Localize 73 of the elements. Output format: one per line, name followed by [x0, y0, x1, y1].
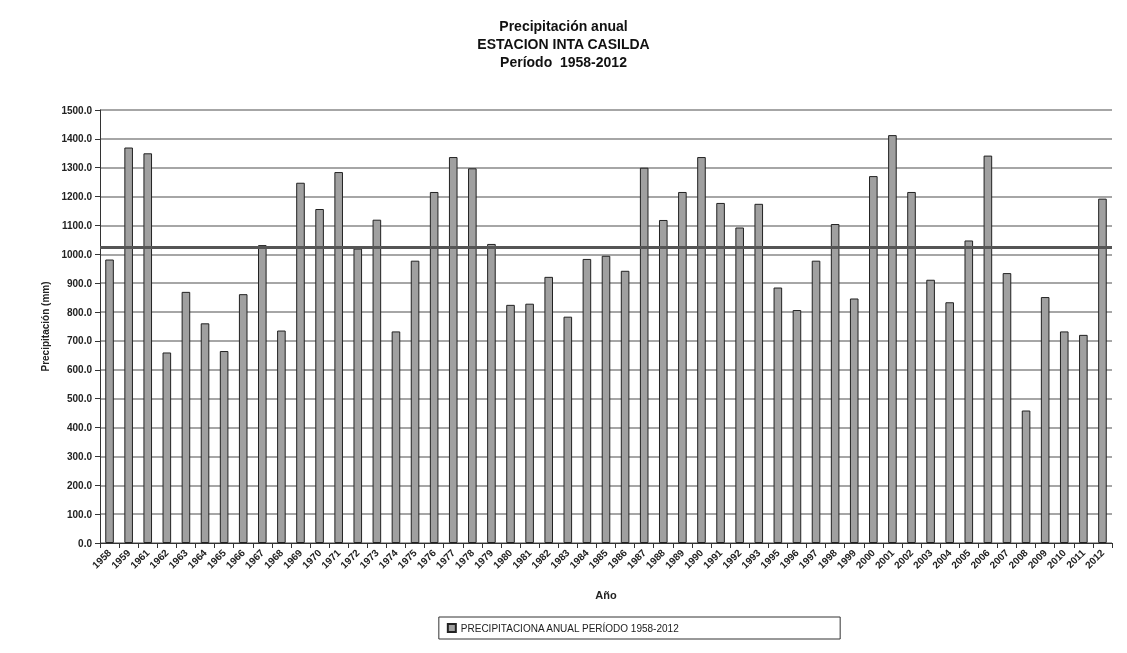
bar — [563, 316, 573, 543]
y-tick-label: 800.0 — [66, 306, 93, 318]
bar — [372, 219, 382, 543]
bar — [945, 302, 954, 543]
bar — [448, 157, 458, 543]
bar — [315, 209, 324, 543]
chart-title: Precipitación anual ESTACION INTA CASILDA Período 1958-2012 — [477, 18, 650, 70]
bar — [582, 258, 592, 543]
bar — [620, 270, 630, 543]
bar — [678, 191, 687, 543]
y-tick-label: 700.0 — [66, 335, 93, 347]
bar — [716, 202, 725, 543]
bar — [200, 323, 210, 543]
bar — [468, 168, 477, 543]
bar — [238, 294, 248, 543]
bar — [601, 255, 611, 543]
bar — [1059, 331, 1069, 543]
bar — [1021, 410, 1031, 543]
bar — [658, 219, 668, 543]
y-tick-label: 1500.0 — [61, 104, 93, 116]
x-axis-title: Año — [595, 588, 617, 601]
bar — [735, 227, 744, 543]
bar — [907, 191, 916, 543]
y-tick-label: 300.0 — [66, 450, 93, 462]
bar — [353, 248, 363, 543]
bar — [926, 279, 935, 543]
y-tick-label: 1300.0 — [61, 162, 93, 174]
bar — [830, 224, 840, 543]
legend-label: PRECIPITACIONA ANUAL PERÍODO 1958-2012 — [460, 621, 680, 634]
bar — [105, 259, 114, 543]
bar — [869, 176, 878, 543]
bar — [143, 153, 153, 543]
bar — [754, 203, 764, 543]
y-tick-label: 1000.0 — [61, 248, 93, 260]
bar — [258, 245, 267, 543]
y-tick-label: 900.0 — [66, 277, 93, 289]
bar — [983, 155, 993, 543]
bar — [888, 135, 897, 543]
bar — [410, 260, 420, 543]
bar — [277, 330, 286, 543]
y-tick-label: 1200.0 — [61, 191, 93, 203]
bar — [429, 191, 439, 543]
y-tick-label: 1400.0 — [61, 133, 93, 145]
bar — [391, 331, 401, 543]
bar — [487, 243, 496, 543]
bar — [1040, 297, 1050, 543]
y-tick-label: 1100.0 — [61, 219, 93, 231]
bar — [1079, 334, 1088, 543]
y-axis-title: Precipitación (mm) — [39, 281, 51, 372]
bar — [792, 310, 802, 543]
bar — [506, 304, 515, 543]
bar — [124, 147, 133, 543]
y-tick-label: 600.0 — [66, 364, 93, 376]
bar — [296, 182, 305, 543]
bar — [544, 276, 554, 543]
bar — [773, 287, 783, 543]
bar — [334, 172, 343, 543]
bar — [525, 303, 534, 543]
y-tick-label: 100.0 — [66, 508, 93, 520]
y-tick-label: 500.0 — [66, 393, 93, 405]
bar — [697, 157, 706, 543]
bar — [849, 298, 859, 543]
y-tick-label: 200.0 — [66, 479, 93, 491]
y-tick-label: 0.0 — [78, 537, 93, 549]
bar — [964, 240, 974, 543]
bar — [162, 352, 172, 543]
y-tick-label: 400.0 — [66, 422, 93, 434]
bar — [1002, 273, 1012, 543]
bar — [181, 291, 191, 543]
bar — [811, 260, 821, 543]
bar — [639, 167, 649, 543]
bar — [1098, 198, 1107, 543]
bar — [219, 351, 229, 543]
